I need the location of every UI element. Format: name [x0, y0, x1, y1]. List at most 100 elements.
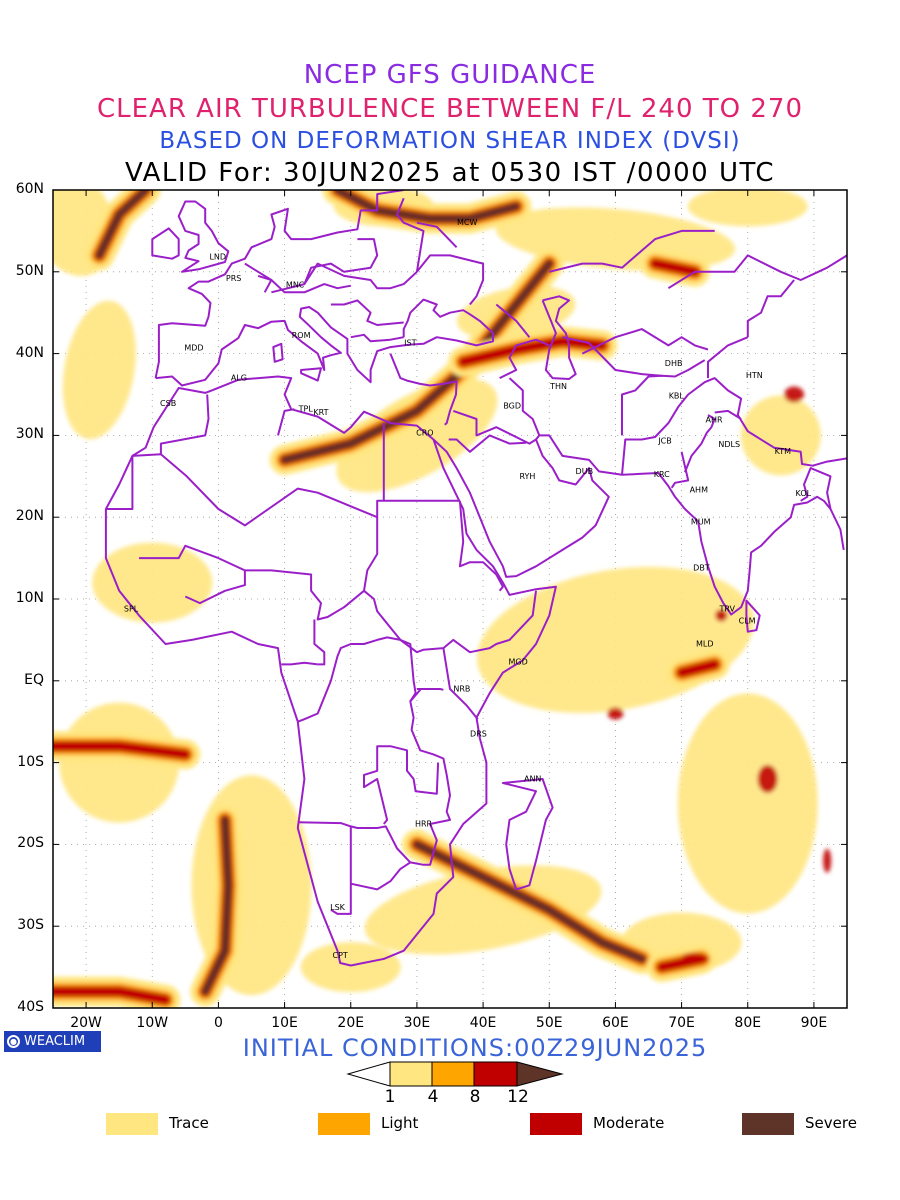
ireland-coast	[151, 227, 180, 260]
legend-label-severe: Severe	[805, 1114, 857, 1132]
country-boundary	[562, 336, 662, 377]
city-label-cpt: CPT	[333, 951, 348, 960]
lat-label: 30S	[17, 917, 44, 934]
city-label-mcw: MCW	[457, 218, 477, 227]
legend-label-trace: Trace	[169, 1114, 209, 1132]
city-label-csb: CSB	[160, 399, 176, 408]
lat-label: EQ	[24, 671, 44, 688]
madagascar-coast	[501, 778, 554, 891]
lat-label: 20S	[17, 835, 44, 852]
city-label-ryh: RYH	[519, 472, 535, 481]
country-boundary	[159, 394, 210, 455]
colorbar-tick: 8	[469, 1087, 481, 1107]
sri-lanka-coast	[745, 599, 761, 633]
country-boundary	[714, 409, 742, 420]
lat-label: 10N	[15, 590, 44, 606]
city-label-ann: ANN	[524, 774, 541, 783]
city-label-mnc: MNC	[286, 280, 305, 289]
city-label-htn: HTN	[746, 371, 763, 380]
sicily-coast	[300, 367, 322, 382]
country-boundary	[416, 688, 444, 691]
lon-label: 80E	[734, 1015, 762, 1031]
turbulence-area	[364, 865, 602, 955]
city-label-ahm: AHM	[690, 486, 708, 495]
country-boundary	[746, 279, 795, 338]
turbulence-area	[62, 300, 136, 440]
lon-label: 10W	[136, 1015, 169, 1031]
turbulence-area	[715, 609, 728, 622]
lat-label: 50N	[15, 262, 44, 279]
turbulence-band	[53, 986, 171, 1006]
city-label-alg: ALG	[231, 374, 247, 383]
city-label-thn: THN	[549, 382, 567, 391]
country-boundary	[707, 336, 749, 379]
colorbar-low-arrow	[346, 1061, 391, 1087]
turbulence-band	[95, 190, 150, 259]
city-label-prs: PRS	[226, 274, 241, 283]
lat-label: 10S	[17, 753, 44, 770]
lon-label: 30E	[403, 1015, 431, 1031]
lon-label: 20W	[70, 1015, 102, 1031]
country-boundary	[277, 408, 295, 436]
country-boundary	[330, 826, 352, 915]
title-line-2: CLEAR AIR TURBULENCE BETWEEN F/L 240 TO …	[96, 94, 804, 124]
caspian-sea	[541, 295, 577, 380]
country-boundary	[670, 451, 690, 489]
turbulence-area	[784, 386, 805, 403]
city-label-kol: KOL	[796, 489, 812, 498]
mediterranean-coast	[155, 298, 494, 387]
country-boundary	[409, 688, 424, 702]
turbulence-area	[677, 693, 818, 914]
lat-label: 40S	[17, 999, 44, 1015]
city-label-lsk: LSK	[330, 903, 346, 912]
turbulence-band	[201, 816, 232, 996]
turbulence-area	[92, 542, 213, 623]
lon-label: 60E	[602, 1015, 629, 1031]
city-label-trv: TRV	[718, 604, 735, 613]
legend-label-moderate: Moderate	[593, 1114, 665, 1132]
city-label-bgd: BGD	[503, 401, 521, 410]
turbulence-area	[757, 764, 778, 793]
country-boundary	[448, 434, 527, 453]
asia-south-coast	[432, 434, 845, 616]
lon-label: 90E	[800, 1015, 828, 1031]
lon-label: 40E	[469, 1015, 497, 1031]
city-label-hrr: HRR	[415, 819, 433, 828]
turbulence-area	[607, 707, 624, 720]
city-label-ktm: KTM	[775, 447, 792, 456]
lat-label: 60N	[15, 181, 44, 197]
turbulence-area	[687, 190, 808, 227]
city-label-mld: MLD	[696, 639, 714, 648]
country-boundary	[105, 455, 134, 510]
country-boundary	[330, 299, 404, 326]
levant-coast	[389, 353, 458, 426]
country-boundary	[508, 377, 541, 436]
great-britain-coast	[177, 200, 230, 273]
turbulence-area	[300, 942, 401, 993]
weaclim-logo: ● WEACLIM	[4, 1031, 101, 1052]
country-boundary	[244, 262, 273, 293]
country-boundary	[416, 221, 458, 248]
city-label-spl: SPL	[124, 604, 139, 613]
city-label-dub: DUB	[576, 467, 594, 476]
city-label-tpl: TPL	[298, 405, 314, 414]
country-boundary	[667, 254, 847, 290]
city-label-ist: IST	[404, 338, 416, 347]
country-boundary	[452, 409, 537, 445]
colorbar-trace	[389, 1061, 433, 1087]
city-label-drs: DRS	[470, 729, 487, 738]
country-boundary	[350, 861, 411, 891]
lat-label: 30N	[15, 426, 44, 443]
lon-label: 10E	[271, 1015, 298, 1031]
colorbar-tick: 4	[427, 1087, 439, 1107]
country-boundary	[363, 745, 440, 825]
country-boundary	[313, 619, 326, 666]
country-boundary	[281, 661, 318, 666]
country-boundary	[303, 238, 379, 285]
country-boundary	[132, 423, 385, 527]
city-label-mum: MUM	[691, 518, 711, 527]
city-label-cro: CRO	[416, 428, 433, 437]
legend-label-light: Light	[381, 1114, 419, 1132]
country-boundary	[297, 636, 401, 723]
